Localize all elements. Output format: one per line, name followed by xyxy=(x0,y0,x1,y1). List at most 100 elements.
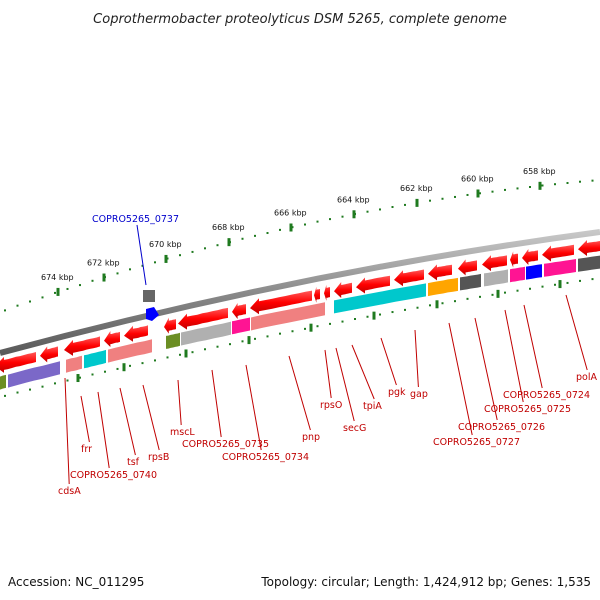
gene-label[interactable]: COPRO5265_0734 xyxy=(222,452,309,463)
gene-label[interactable]: pgk xyxy=(388,387,406,398)
gene-label-leader xyxy=(474,317,498,421)
inner-ruler-dot xyxy=(229,343,231,346)
gene-label[interactable]: rpsB xyxy=(148,452,169,463)
gene-label-leader xyxy=(565,294,588,371)
ruler-dot xyxy=(191,250,194,253)
inner-ruler-dot xyxy=(141,362,144,365)
gene-label-leader xyxy=(211,369,222,438)
gene-label-leader xyxy=(288,355,311,431)
gene-label[interactable]: COPRO5265_0724 xyxy=(503,390,590,401)
gene-label[interactable]: secG xyxy=(343,423,366,434)
gene-arrow[interactable] xyxy=(232,303,246,319)
gene-arrow[interactable] xyxy=(522,249,538,265)
cog-track xyxy=(0,255,600,390)
ruler-dot xyxy=(579,180,581,183)
gene-arrow[interactable] xyxy=(356,275,390,294)
cog-band xyxy=(460,273,481,291)
gene-arrow[interactable] xyxy=(324,284,330,301)
backbone-arc xyxy=(0,229,600,356)
gene-arrow[interactable] xyxy=(124,325,148,342)
gene-label-leader xyxy=(504,309,524,403)
inner-ruler-dot xyxy=(366,315,369,318)
gene-arrow[interactable] xyxy=(542,244,574,262)
inner-ruler-dot xyxy=(79,376,81,379)
inner-ruler-dot xyxy=(416,306,419,309)
gene-arrow[interactable] xyxy=(164,317,176,334)
gene-label-leader xyxy=(335,347,355,422)
ruler-track xyxy=(4,179,594,312)
gene-label[interactable]: polA xyxy=(576,372,597,383)
gene-arrow[interactable] xyxy=(0,352,36,373)
gene-arrow[interactable] xyxy=(458,259,477,276)
gene-arrow[interactable] xyxy=(314,286,320,303)
cog-band xyxy=(108,339,152,363)
highlight-leader xyxy=(136,224,147,286)
gene-label-leader xyxy=(142,384,160,451)
gene-arrow[interactable] xyxy=(510,251,518,268)
gene-arrow[interactable] xyxy=(104,331,120,347)
gene-label[interactable]: rpsO xyxy=(320,400,342,411)
ruler-major-tick xyxy=(164,254,168,263)
gene-label[interactable]: gap xyxy=(410,389,428,400)
gene-label[interactable]: COPRO5265_0735 xyxy=(182,439,269,450)
ruler-dot xyxy=(204,247,206,250)
cog-band xyxy=(578,255,600,272)
inner-ruler-dot xyxy=(266,335,269,338)
inner-ruler-dot xyxy=(291,330,294,333)
gene-arrow[interactable] xyxy=(578,240,600,256)
ruler-dot xyxy=(379,208,381,211)
gene-label-leader xyxy=(380,337,397,386)
gene-track xyxy=(0,240,600,373)
inner-ruler-dot xyxy=(454,300,456,303)
ruler-dot xyxy=(529,186,531,189)
gene-label-leader xyxy=(245,364,262,451)
ruler-tick-label: 658 kbp xyxy=(523,167,556,176)
highlight-gene-group[interactable]: COPRO5265_0737 xyxy=(92,214,179,321)
ruler-dot xyxy=(4,309,6,312)
gene-label[interactable]: pnp xyxy=(302,432,320,443)
inner-ruler-tick xyxy=(247,336,251,345)
inner-ruler-dot xyxy=(104,370,106,373)
inner-ruler-dot xyxy=(529,287,531,290)
inner-ruler-dot xyxy=(91,373,94,376)
gene-arrow[interactable] xyxy=(40,346,58,363)
gene-label[interactable]: mscL xyxy=(170,427,195,438)
gene-label[interactable]: COPRO5265_0725 xyxy=(484,404,571,415)
inner-ruler-dot xyxy=(466,297,469,300)
inner-ruler-tick xyxy=(496,289,500,298)
ruler-dot xyxy=(29,300,31,303)
gene-arrow[interactable] xyxy=(64,336,100,356)
gene-label[interactable]: frr xyxy=(81,444,92,455)
gene-label[interactable]: tpiA xyxy=(363,401,382,412)
gene-arrow[interactable] xyxy=(394,269,424,287)
gene-arrow[interactable] xyxy=(428,264,452,281)
gene-label[interactable]: COPRO5265_0740 xyxy=(70,470,157,481)
gene-arrow[interactable] xyxy=(250,290,312,315)
gene-arrow[interactable] xyxy=(482,255,507,272)
ruler-dot xyxy=(266,232,269,235)
ruler-major-tick xyxy=(415,198,419,207)
ruler-dot xyxy=(316,220,319,223)
gene-label-leader xyxy=(177,379,182,426)
gene-label[interactable]: COPRO5265_0727 xyxy=(433,437,520,448)
gene-label-leader xyxy=(64,377,70,485)
ruler-dot xyxy=(554,183,556,186)
gene-arrow[interactable] xyxy=(334,282,352,298)
inner-ruler-dot xyxy=(154,359,156,362)
ruler-dot xyxy=(116,272,119,275)
inner-ruler-dot xyxy=(429,304,431,307)
gene-label[interactable]: tsf xyxy=(127,457,140,468)
gene-arrow[interactable] xyxy=(178,307,228,330)
highlight-gene-label[interactable]: COPRO5265_0737 xyxy=(92,214,179,225)
ruler-dot xyxy=(516,187,519,190)
inner-ruler-tick xyxy=(76,374,80,383)
cog-band xyxy=(510,266,525,283)
gene-label-leader xyxy=(351,344,375,400)
inner-ruler-dot xyxy=(191,351,194,354)
inner-ruler-track xyxy=(4,278,594,397)
gene-label[interactable]: COPRO5265_0726 xyxy=(458,422,545,433)
inner-ruler-dot xyxy=(441,302,444,305)
highlight-gene-arrow[interactable] xyxy=(146,307,159,321)
gene-label[interactable]: cdsA xyxy=(58,486,81,497)
inner-ruler-dot xyxy=(591,278,594,281)
